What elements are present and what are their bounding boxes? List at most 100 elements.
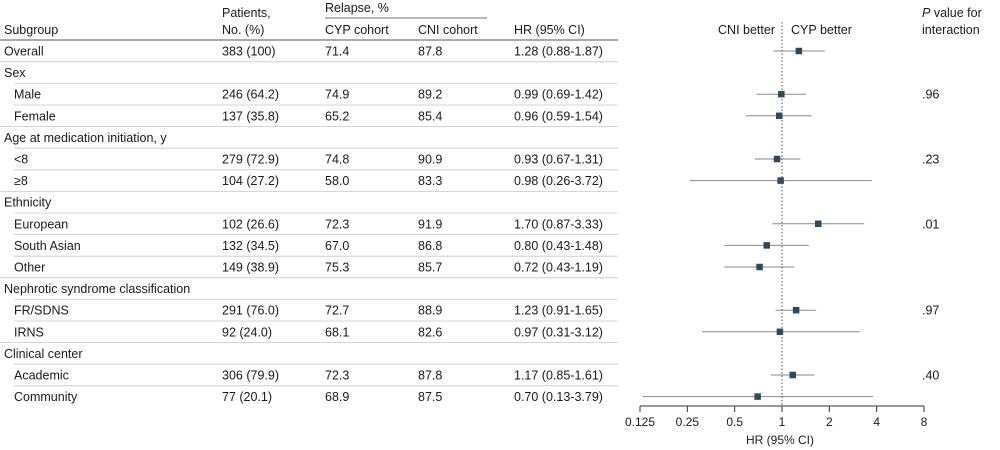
interaction-pvalue: .40 xyxy=(922,369,939,383)
cyp-relapse-cell: 58.0 xyxy=(325,174,349,188)
cyp-relapse-cell: 75.3 xyxy=(325,261,349,275)
subgroup-label: Female xyxy=(14,109,56,123)
cni-relapse-cell: 87.5 xyxy=(418,390,442,404)
interaction-pvalue: .96 xyxy=(922,88,939,102)
group-label: Nephrotic syndrome classification xyxy=(4,282,190,296)
patients-cell: 77 (20.1) xyxy=(222,390,272,404)
patients-cell: 104 (27.2) xyxy=(222,174,279,188)
table-lines xyxy=(0,39,618,387)
header-relapse: Relapse, % xyxy=(325,1,389,15)
hr-ci-cell: 1.70 (0.87-3.33) xyxy=(514,217,603,231)
x-tick-label: 8 xyxy=(921,415,928,429)
subgroup-label: European xyxy=(14,217,68,231)
cni-relapse-cell: 86.8 xyxy=(418,239,442,253)
hr-marker xyxy=(776,328,784,336)
cyp-relapse-cell: 67.0 xyxy=(325,239,349,253)
x-tick-label: 0.5 xyxy=(726,415,743,429)
hr-marker xyxy=(814,220,822,228)
patients-cell: 132 (34.5) xyxy=(222,239,279,253)
subgroup-label: Community xyxy=(14,390,78,404)
cyp-relapse-cell: 71.4 xyxy=(325,45,349,59)
cyp-relapse-cell: 68.1 xyxy=(325,325,349,339)
group-label: Age at medication initiation, y xyxy=(4,131,167,145)
cyp-relapse-cell: 68.9 xyxy=(325,390,349,404)
header-cni-cohort: CNI cohort xyxy=(418,23,478,37)
table-rows: Overall 383 (100) 71.4 87.8 1.28 (0.88-1.87)… xyxy=(4,45,603,405)
patients-cell: 306 (79.9) xyxy=(222,369,279,383)
x-tick-label: 0.25 xyxy=(676,415,700,429)
hr-ci-cell: 0.96 (0.59-1.54) xyxy=(514,109,603,123)
hr-ci-cell: 0.72 (0.43-1.19) xyxy=(514,261,603,275)
hr-ci-cell: 1.17 (0.85-1.61) xyxy=(514,369,603,383)
cni-relapse-cell: 91.9 xyxy=(418,217,442,231)
cyp-relapse-cell: 72.3 xyxy=(325,217,349,231)
hr-marker xyxy=(795,47,803,55)
hr-ci-cell: 0.98 (0.26-3.72) xyxy=(514,174,603,188)
hr-marker xyxy=(754,393,761,400)
x-tick-label: 0.125 xyxy=(625,415,655,429)
hr-marker xyxy=(789,371,796,379)
header-cyp-cohort: CYP cohort xyxy=(325,23,389,37)
subgroup-label: IRNS xyxy=(14,325,44,339)
hr-marker xyxy=(777,177,784,184)
cni-relapse-cell: 88.9 xyxy=(418,304,442,318)
x-tick-label: 4 xyxy=(873,415,880,429)
patients-cell: 291 (76.0) xyxy=(222,304,279,318)
interaction-pvalue: .23 xyxy=(922,153,939,167)
subgroup-label: FR/SDNS xyxy=(14,304,69,318)
subgroup-label: South Asian xyxy=(14,239,81,253)
cni-relapse-cell: 90.9 xyxy=(418,153,442,167)
cyp-relapse-cell: 72.7 xyxy=(325,304,349,318)
patients-cell: 383 (100) xyxy=(222,45,276,59)
x-axis-label: HR (95% CI) xyxy=(746,433,814,447)
patients-cell: 92 (24.0) xyxy=(222,325,272,339)
x-tick-label: 2 xyxy=(826,415,833,429)
header-cni-better: CNI better xyxy=(718,23,775,37)
subgroup-label: Male xyxy=(14,88,41,102)
x-tick-label: 1 xyxy=(779,415,786,429)
cni-relapse-cell: 85.7 xyxy=(418,261,442,275)
hr-ci-cell: 0.70 (0.13-3.79) xyxy=(514,390,603,404)
hr-marker xyxy=(756,263,763,271)
patients-cell: 137 (35.8) xyxy=(222,109,279,123)
header-pvalue-line2: interaction xyxy=(922,23,980,37)
interaction-pvalue: .01 xyxy=(922,217,939,231)
header-subgroup: Subgroup xyxy=(4,23,58,37)
patients-cell: 102 (26.6) xyxy=(222,217,279,231)
header-cyp-better: CYP better xyxy=(791,23,852,37)
group-label: Ethnicity xyxy=(4,196,52,210)
header-patients-line1: Patients, xyxy=(222,6,271,20)
patients-cell: 246 (64.2) xyxy=(222,88,279,102)
cni-relapse-cell: 82.6 xyxy=(418,325,442,339)
cyp-relapse-cell: 65.2 xyxy=(325,109,349,123)
interaction-pvalues: .96 .23 .01 .97 .40 xyxy=(922,88,939,383)
hr-marker xyxy=(775,112,783,120)
hr-ci-cell: 0.99 (0.69-1.42) xyxy=(514,88,603,102)
hr-ci-cell: 0.80 (0.43-1.48) xyxy=(514,239,603,253)
header-hr: HR (95% CI) xyxy=(514,23,585,37)
hr-ci-cell: 0.97 (0.31-3.12) xyxy=(514,325,603,339)
subgroup-label: Other xyxy=(14,261,45,275)
header-pvalue-rest: value for xyxy=(930,6,981,20)
hr-marker xyxy=(763,242,771,249)
subgroup-label: ≥8 xyxy=(14,174,28,188)
hr-ci-cell: 0.93 (0.67-1.31) xyxy=(514,153,603,167)
group-label: Clinical center xyxy=(4,347,83,361)
forest-plot-area: 0.125 0.25 0.5 1 2 4 8 HR (95% CI) xyxy=(625,22,928,447)
hr-marker xyxy=(792,306,800,314)
hr-marker xyxy=(778,90,785,98)
patients-cell: 279 (72.9) xyxy=(222,153,279,167)
cni-relapse-cell: 85.4 xyxy=(418,109,442,123)
hr-ci-cell: 1.28 (0.88-1.87) xyxy=(514,45,603,59)
subgroup-label: Overall xyxy=(4,45,44,59)
subgroup-label: <8 xyxy=(14,153,28,167)
cyp-relapse-cell: 74.8 xyxy=(325,153,349,167)
cni-relapse-cell: 89.2 xyxy=(418,88,442,102)
hr-marker xyxy=(773,155,781,163)
header-pvalue-p: P xyxy=(922,6,931,20)
patients-cell: 149 (38.9) xyxy=(222,261,279,275)
group-label: Sex xyxy=(4,66,26,80)
cyp-relapse-cell: 74.9 xyxy=(325,88,349,102)
interaction-pvalue: .97 xyxy=(922,304,939,318)
